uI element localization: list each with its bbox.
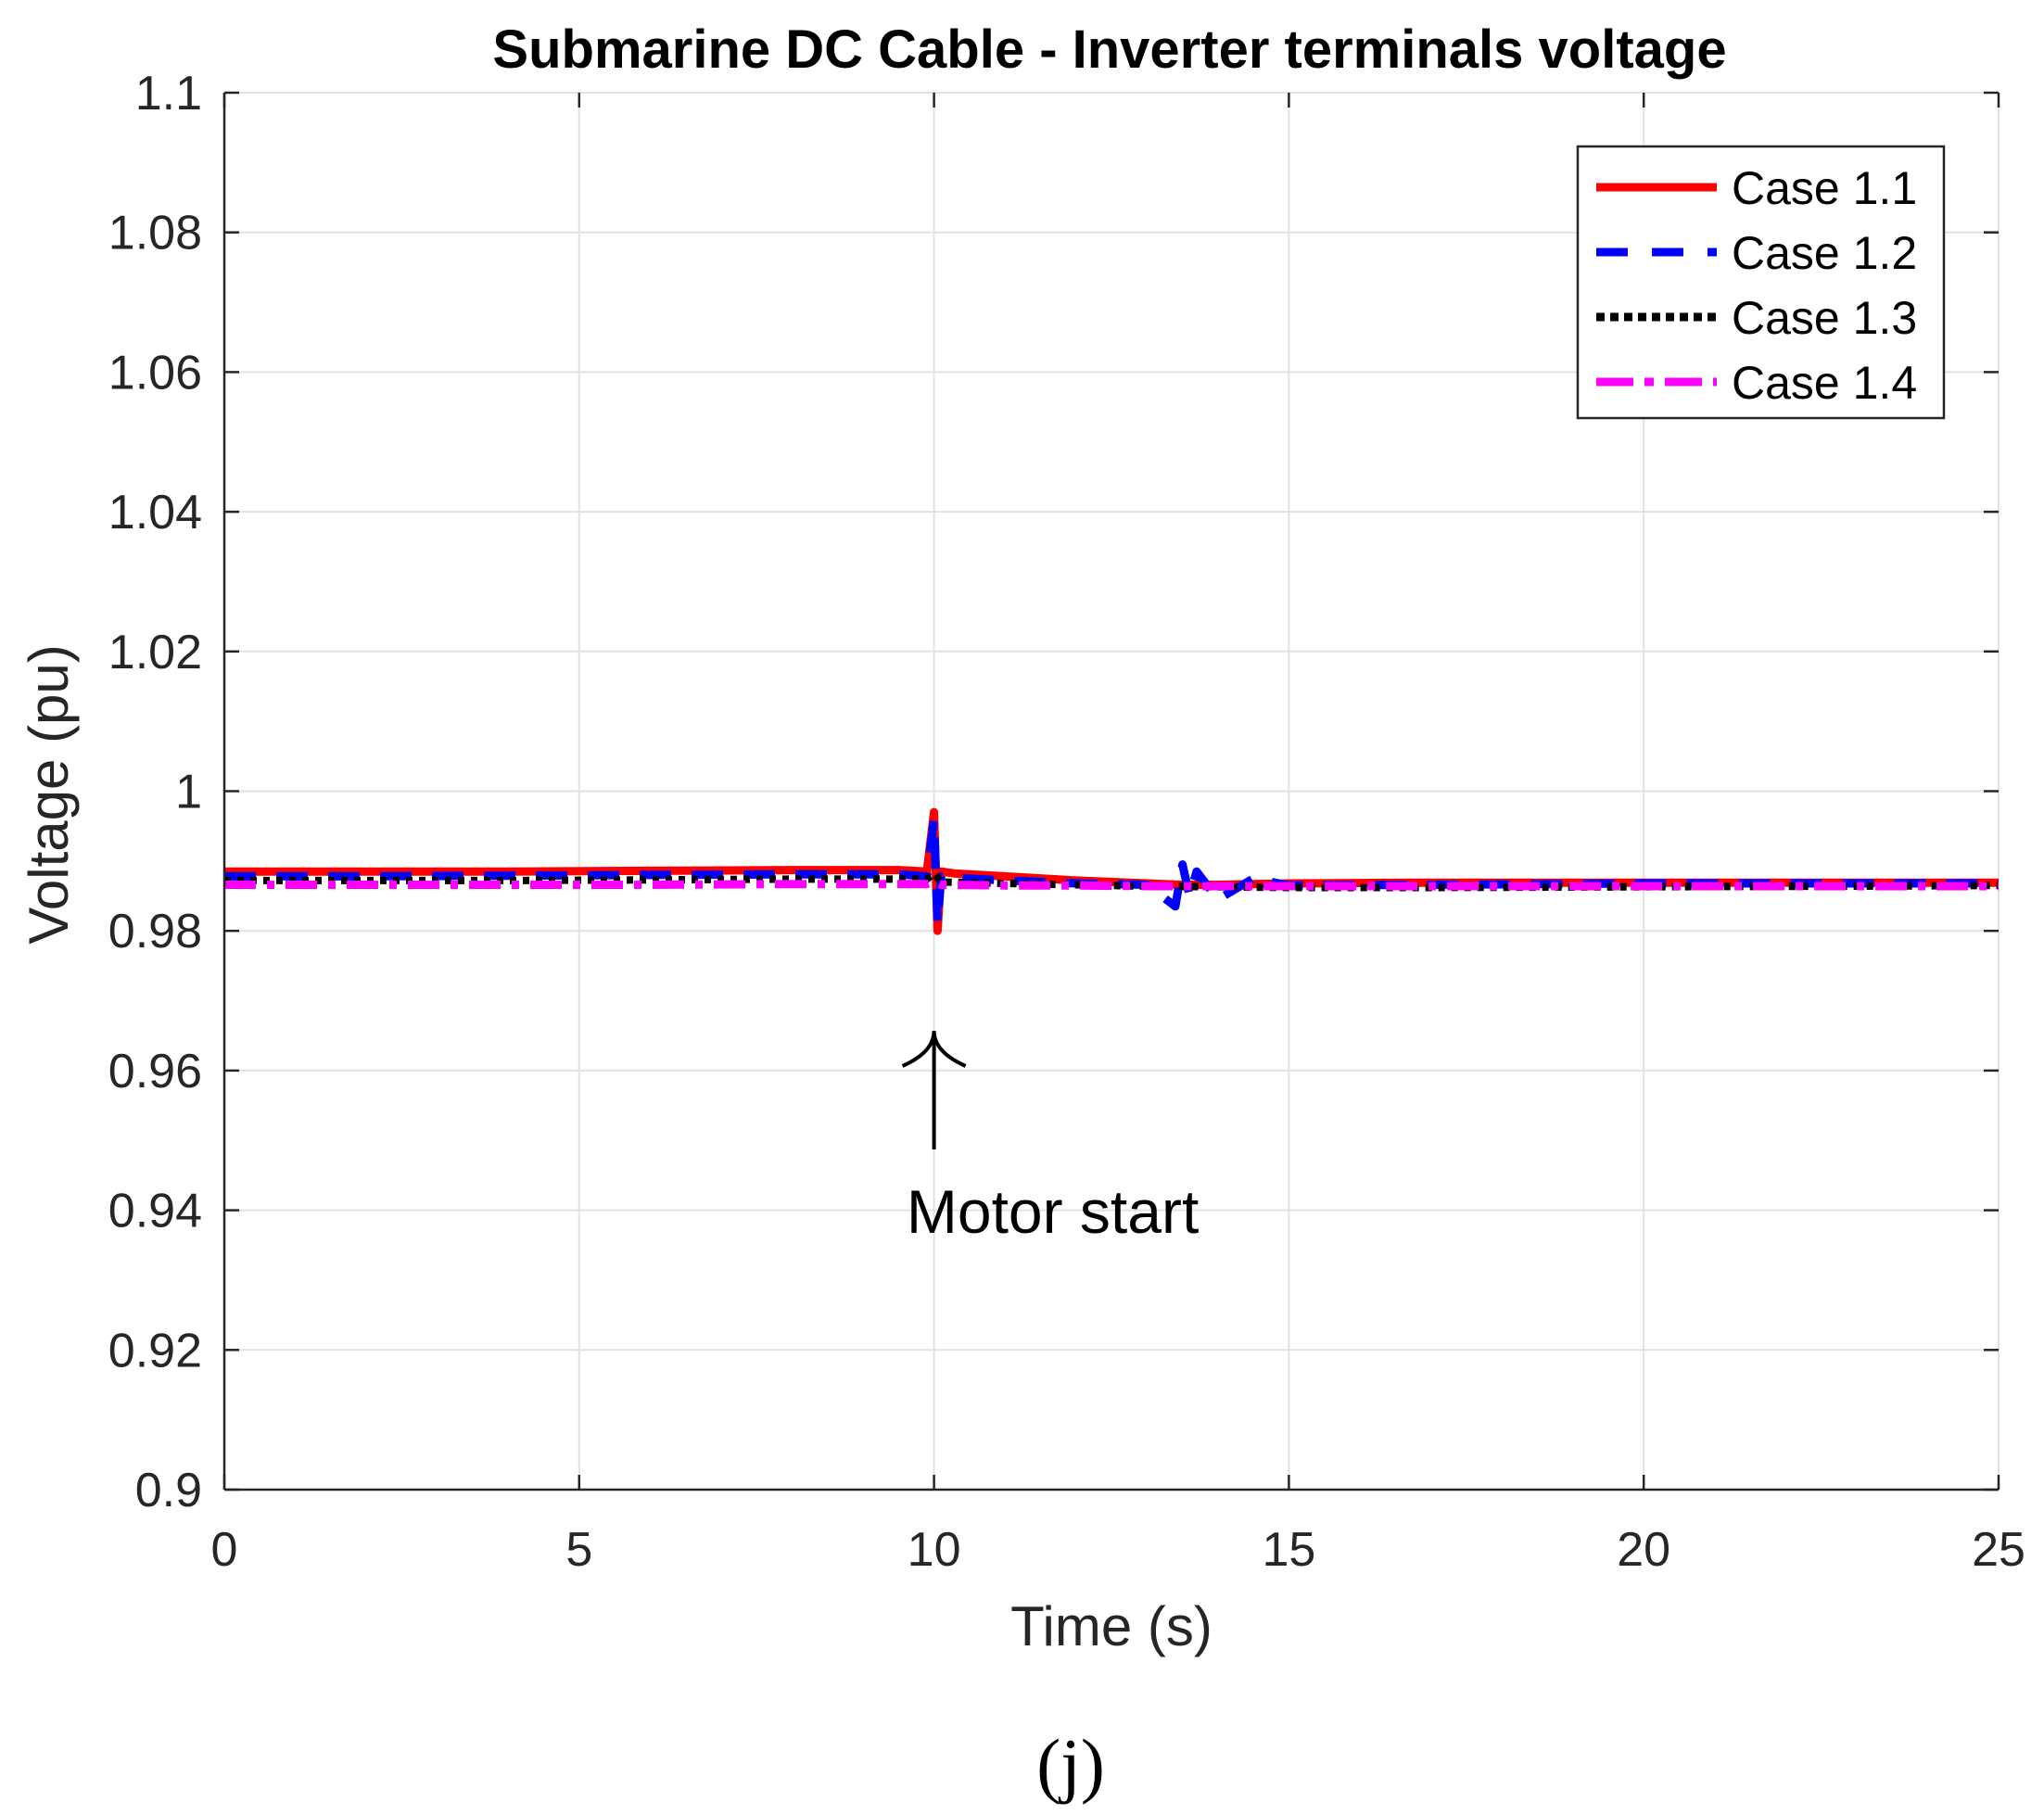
series-lines <box>224 807 2000 935</box>
y-tick-label: 0.96 <box>108 1045 202 1098</box>
legend-label-1: Case 1.1 <box>1732 162 1917 214</box>
x-tick-label: 0 <box>211 1523 238 1577</box>
x-axis-label: Time (s) <box>1010 1595 1212 1657</box>
y-tick-label: 0.92 <box>108 1324 202 1377</box>
y-tick-label: 1.02 <box>108 626 202 679</box>
annotation-layer: Motor start <box>901 1030 1199 1246</box>
annotation-label: Motor start <box>907 1177 1199 1246</box>
y-tick-label: 1.08 <box>108 207 202 260</box>
series-line-3 <box>224 869 2000 892</box>
chart-title: Submarine DC Cable - Inverter terminals … <box>492 19 1726 80</box>
y-tick-label: 1.04 <box>108 486 202 539</box>
y-axis-label: Voltage (pu) <box>18 644 80 945</box>
legend-label-4: Case 1.4 <box>1732 357 1917 409</box>
x-tick-label: 20 <box>1617 1523 1670 1577</box>
y-tick-label: 0.98 <box>108 905 202 958</box>
y-tick-label: 1.06 <box>108 346 202 400</box>
legend-label-2: Case 1.2 <box>1732 227 1917 279</box>
x-tick-label: 15 <box>1262 1523 1315 1577</box>
annotation-arrow-head <box>901 1030 967 1068</box>
y-tick-label: 1 <box>175 766 202 819</box>
y-tick-label: 0.9 <box>135 1464 202 1517</box>
x-tick-label: 5 <box>565 1523 592 1577</box>
figure-caption: (j) <box>1036 1724 1105 1805</box>
y-tick-label: 1.1 <box>135 67 202 121</box>
series-line-4 <box>224 878 1999 891</box>
legend-box <box>1576 145 1946 420</box>
x-tick-label: 25 <box>1972 1523 2025 1577</box>
legend: Case 1.1 Case 1.2 Case 1.3 Case 1.4 <box>1576 145 1946 420</box>
axes: 0 5 10 15 20 25 0.9 0.92 0.94 0.96 0.98 1 1.02 1.04 1.… <box>108 67 2025 1577</box>
legend-label-3: Case 1.3 <box>1732 292 1917 344</box>
x-tick-label: 10 <box>908 1523 961 1577</box>
grid <box>223 92 2000 1491</box>
y-tick-label: 0.94 <box>108 1185 202 1238</box>
